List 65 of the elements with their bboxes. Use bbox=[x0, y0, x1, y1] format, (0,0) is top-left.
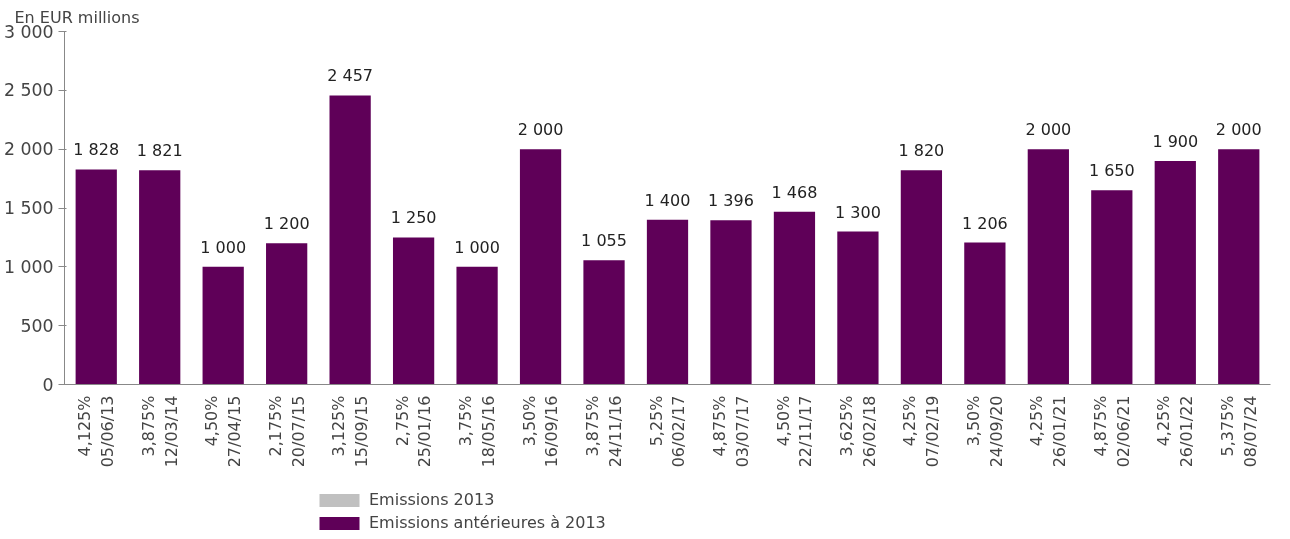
bar bbox=[75, 169, 117, 385]
bar bbox=[964, 242, 1006, 385]
data-label: 1 650 bbox=[1088, 161, 1135, 181]
y-tick-label: 2 000 bbox=[3, 139, 54, 160]
bar bbox=[837, 231, 879, 385]
data-label: 1 820 bbox=[898, 141, 945, 161]
data-label: 1 300 bbox=[835, 202, 881, 222]
data-label: 1 400 bbox=[644, 190, 691, 210]
x-tick-label: 4,125% 05/06/13 bbox=[75, 395, 118, 468]
y-tick-label: 1 500 bbox=[3, 198, 54, 218]
bar bbox=[329, 95, 371, 385]
data-label: 1 396 bbox=[708, 191, 754, 211]
x-tick-label: 3,875% 24/11/16 bbox=[583, 395, 625, 468]
data-label: 1 206 bbox=[961, 213, 1008, 233]
x-tick-label: 4,875% 03/07/17 bbox=[710, 395, 752, 468]
bar bbox=[202, 266, 244, 385]
bar bbox=[1218, 149, 1260, 385]
x-tick-label: 4,50% 22/11/17 bbox=[773, 395, 816, 468]
bar bbox=[900, 170, 943, 385]
data-label: 2 000 bbox=[1025, 120, 1072, 140]
data-label: 1 000 bbox=[454, 237, 500, 257]
y-tick-label: 0 bbox=[42, 374, 54, 395]
x-tick-label: 5,25% 06/02/17 bbox=[646, 395, 689, 468]
bar bbox=[266, 243, 308, 385]
bar bbox=[1091, 190, 1133, 385]
x-tick-label: 4,25% 26/01/21 bbox=[1027, 395, 1070, 468]
y-tick-label: 1 000 bbox=[3, 256, 54, 277]
x-tick-label: 3,50% 24/09/20 bbox=[963, 395, 1006, 468]
x-tick-label: 4,25% 26/01/22 bbox=[1154, 395, 1197, 468]
x-tick-label: 4,50% 27/04/15 bbox=[202, 395, 245, 468]
bar bbox=[773, 211, 816, 385]
bar bbox=[710, 220, 752, 385]
bar bbox=[646, 219, 689, 385]
bar bbox=[456, 266, 498, 385]
bar bbox=[139, 170, 181, 385]
x-tick-label: 3,625% 26/02/18 bbox=[837, 395, 879, 468]
x-tick-label: 5,375% 08/07/24 bbox=[1217, 395, 1260, 468]
legend-label: Emissions antérieures à 2013 bbox=[369, 513, 606, 532]
bar bbox=[1154, 160, 1196, 385]
data-label: 1 900 bbox=[1152, 131, 1199, 151]
data-label: 1 000 bbox=[200, 237, 247, 257]
x-tick-label: 3,125% 15/09/15 bbox=[329, 395, 372, 468]
bar bbox=[392, 237, 435, 385]
data-label: 1 828 bbox=[73, 140, 120, 160]
x-tick-label: 3,75% 18/05/16 bbox=[456, 395, 498, 468]
x-tick-label: 3,875% 12/03/14 bbox=[138, 395, 181, 468]
data-label: 1 250 bbox=[390, 208, 437, 228]
x-tick-label: 2,75% 25/01/16 bbox=[392, 395, 435, 468]
bar bbox=[1027, 149, 1069, 385]
x-tick-label: 4,875% 02/06/21 bbox=[1090, 395, 1133, 468]
legend-label: Emissions 2013 bbox=[369, 490, 495, 509]
y-tick-label: 500 bbox=[20, 315, 54, 336]
bar bbox=[583, 260, 625, 385]
data-label: 2 457 bbox=[327, 66, 374, 86]
data-label: 1 200 bbox=[263, 214, 310, 234]
y-tick-label: 2 500 bbox=[3, 80, 54, 101]
data-label: 2 000 bbox=[517, 120, 564, 140]
data-label: 2 000 bbox=[1215, 120, 1262, 140]
x-tick-label: 2,175% 20/07/15 bbox=[265, 395, 308, 468]
x-tick-label: 4,25% 07/02/19 bbox=[900, 395, 943, 468]
bar bbox=[519, 149, 562, 385]
data-label: 1 468 bbox=[771, 182, 818, 202]
data-label: 1 821 bbox=[136, 141, 183, 161]
x-tick-label: 3,50% 16/09/16 bbox=[519, 395, 562, 468]
data-label: 1 055 bbox=[581, 231, 627, 251]
